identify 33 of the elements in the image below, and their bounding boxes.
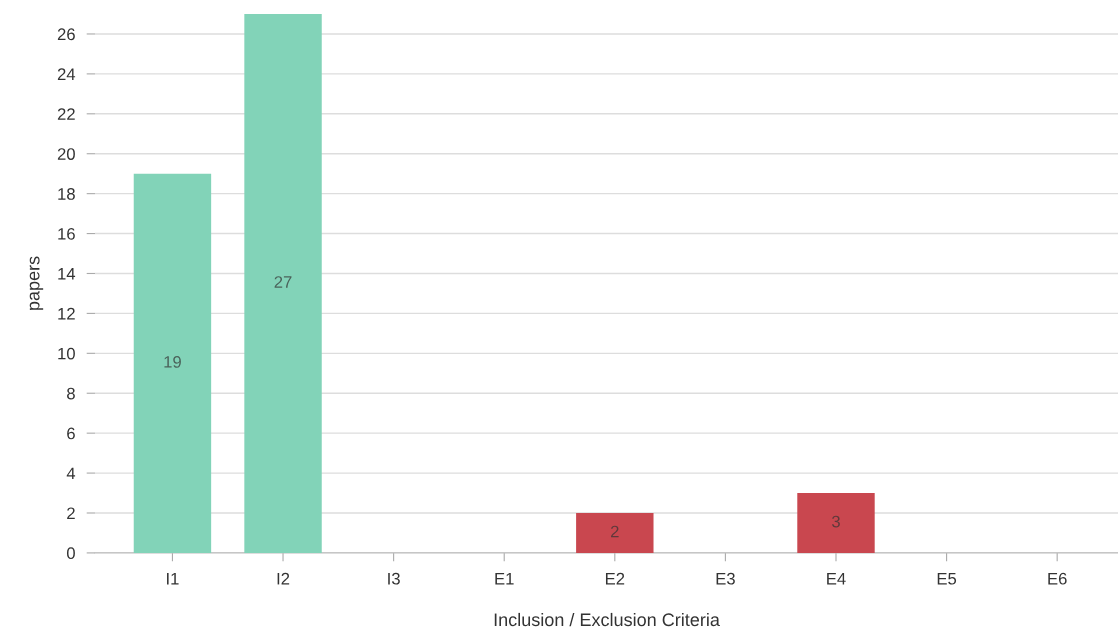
y-tick-label: 26 [57, 28, 75, 41]
y-tick-label: 22 [57, 108, 75, 120]
y-tick-label: 12 [58, 307, 75, 320]
x-tick-label: I1 [167, 572, 179, 585]
x-tick-label: I3 [388, 572, 400, 585]
data-label: 3 [831, 515, 840, 528]
bar [797, 493, 875, 553]
y-tick-label: 24 [57, 68, 76, 80]
y-axis-title: papers [29, 256, 44, 310]
data-label: 27 [274, 276, 292, 288]
y-tick-label: 18 [58, 188, 75, 200]
bar [244, 14, 322, 553]
y-tick-label: 20 [57, 148, 75, 160]
x-tick-label: E3 [716, 572, 735, 585]
x-tick-label: E2 [605, 572, 625, 585]
bar [133, 173, 212, 553]
data-label: 19 [164, 355, 181, 368]
x-tick-label: E5 [937, 572, 957, 585]
x-tick-label: E4 [827, 572, 846, 585]
y-tick-label: 14 [58, 268, 76, 280]
bar [576, 513, 654, 553]
x-axis-title: Inclusion / Exclusion Criteria [494, 612, 720, 627]
y-tick-label: 2 [67, 507, 75, 520]
x-tick-label: E1 [495, 572, 514, 585]
y-tick-label: 6 [67, 427, 75, 440]
data-label: 2 [611, 525, 619, 538]
y-tick-label: 10 [58, 347, 75, 360]
x-tick-label: I2 [277, 572, 290, 585]
x-tick-label: E6 [1048, 572, 1067, 585]
y-tick-label: 8 [67, 387, 75, 400]
y-tick-label: 0 [66, 547, 75, 560]
y-tick-label: 4 [66, 467, 76, 480]
y-tick-label: 16 [58, 227, 75, 240]
